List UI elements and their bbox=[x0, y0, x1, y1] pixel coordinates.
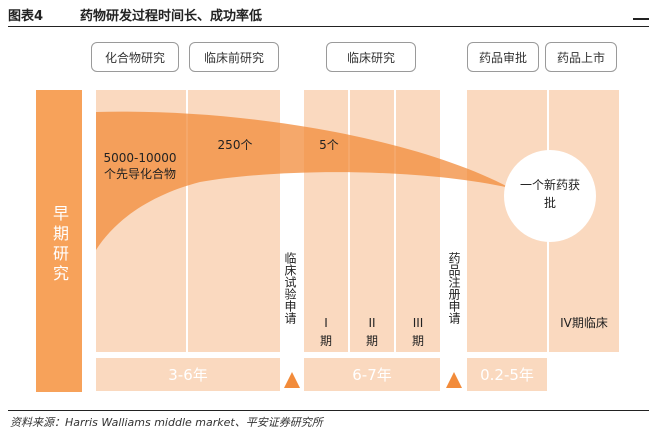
trial-application-marker-icon bbox=[284, 372, 300, 388]
phase-1-numeral: I bbox=[324, 316, 328, 330]
stage-drug-launch: 药品上市 bbox=[545, 42, 617, 72]
count-clinical: 5个 bbox=[319, 138, 339, 152]
approval-circle bbox=[504, 150, 596, 242]
phase-3-numeral: III bbox=[412, 316, 424, 330]
phase-1: I 期 bbox=[313, 314, 339, 350]
registration-marker-icon bbox=[446, 372, 462, 388]
phase-2: II 期 bbox=[359, 314, 385, 350]
phase-1-suffix: 期 bbox=[319, 334, 332, 348]
footer-rule bbox=[8, 410, 649, 411]
source-note: 资料来源：Harris Walliams middle market、平安证券研… bbox=[10, 416, 323, 429]
count-preclinical: 250个 bbox=[217, 138, 253, 152]
early-research-label: 早期研究 bbox=[50, 205, 69, 285]
clinical-trial-application: 临床试验申请 bbox=[283, 252, 297, 324]
figure-title: 药物研发过程时间长、成功率低 bbox=[80, 9, 263, 24]
duration-early: 3-6年 bbox=[96, 358, 280, 391]
duration-clinical: 6-7年 bbox=[304, 358, 440, 391]
count-final: 一个新药获批 bbox=[520, 178, 581, 210]
phase-3-suffix: 期 bbox=[411, 334, 424, 348]
stage-drug-approval: 药品审批 bbox=[467, 42, 539, 72]
phase-4: IV期临床 bbox=[560, 316, 608, 330]
phase-2-numeral: II bbox=[368, 316, 376, 330]
figure-label: 图表4 bbox=[8, 9, 44, 24]
phase-2-suffix: 期 bbox=[365, 334, 378, 348]
duration-approval: 0.2-5年 bbox=[467, 358, 547, 391]
stage-preclinical: 临床前研究 bbox=[189, 42, 279, 72]
phase-3: III 期 bbox=[405, 314, 431, 350]
header-tick bbox=[633, 18, 649, 20]
header-rule bbox=[8, 26, 649, 27]
count-initial: 5000-10000个先导化合物 bbox=[103, 151, 177, 181]
early-research-column bbox=[36, 90, 82, 392]
stage-compound-research: 化合物研究 bbox=[91, 42, 179, 72]
stage-clinical: 临床研究 bbox=[326, 42, 416, 72]
drug-registration-application: 药品注册申请 bbox=[447, 252, 461, 324]
column-phase2 bbox=[350, 90, 394, 352]
column-phase3 bbox=[396, 90, 440, 352]
